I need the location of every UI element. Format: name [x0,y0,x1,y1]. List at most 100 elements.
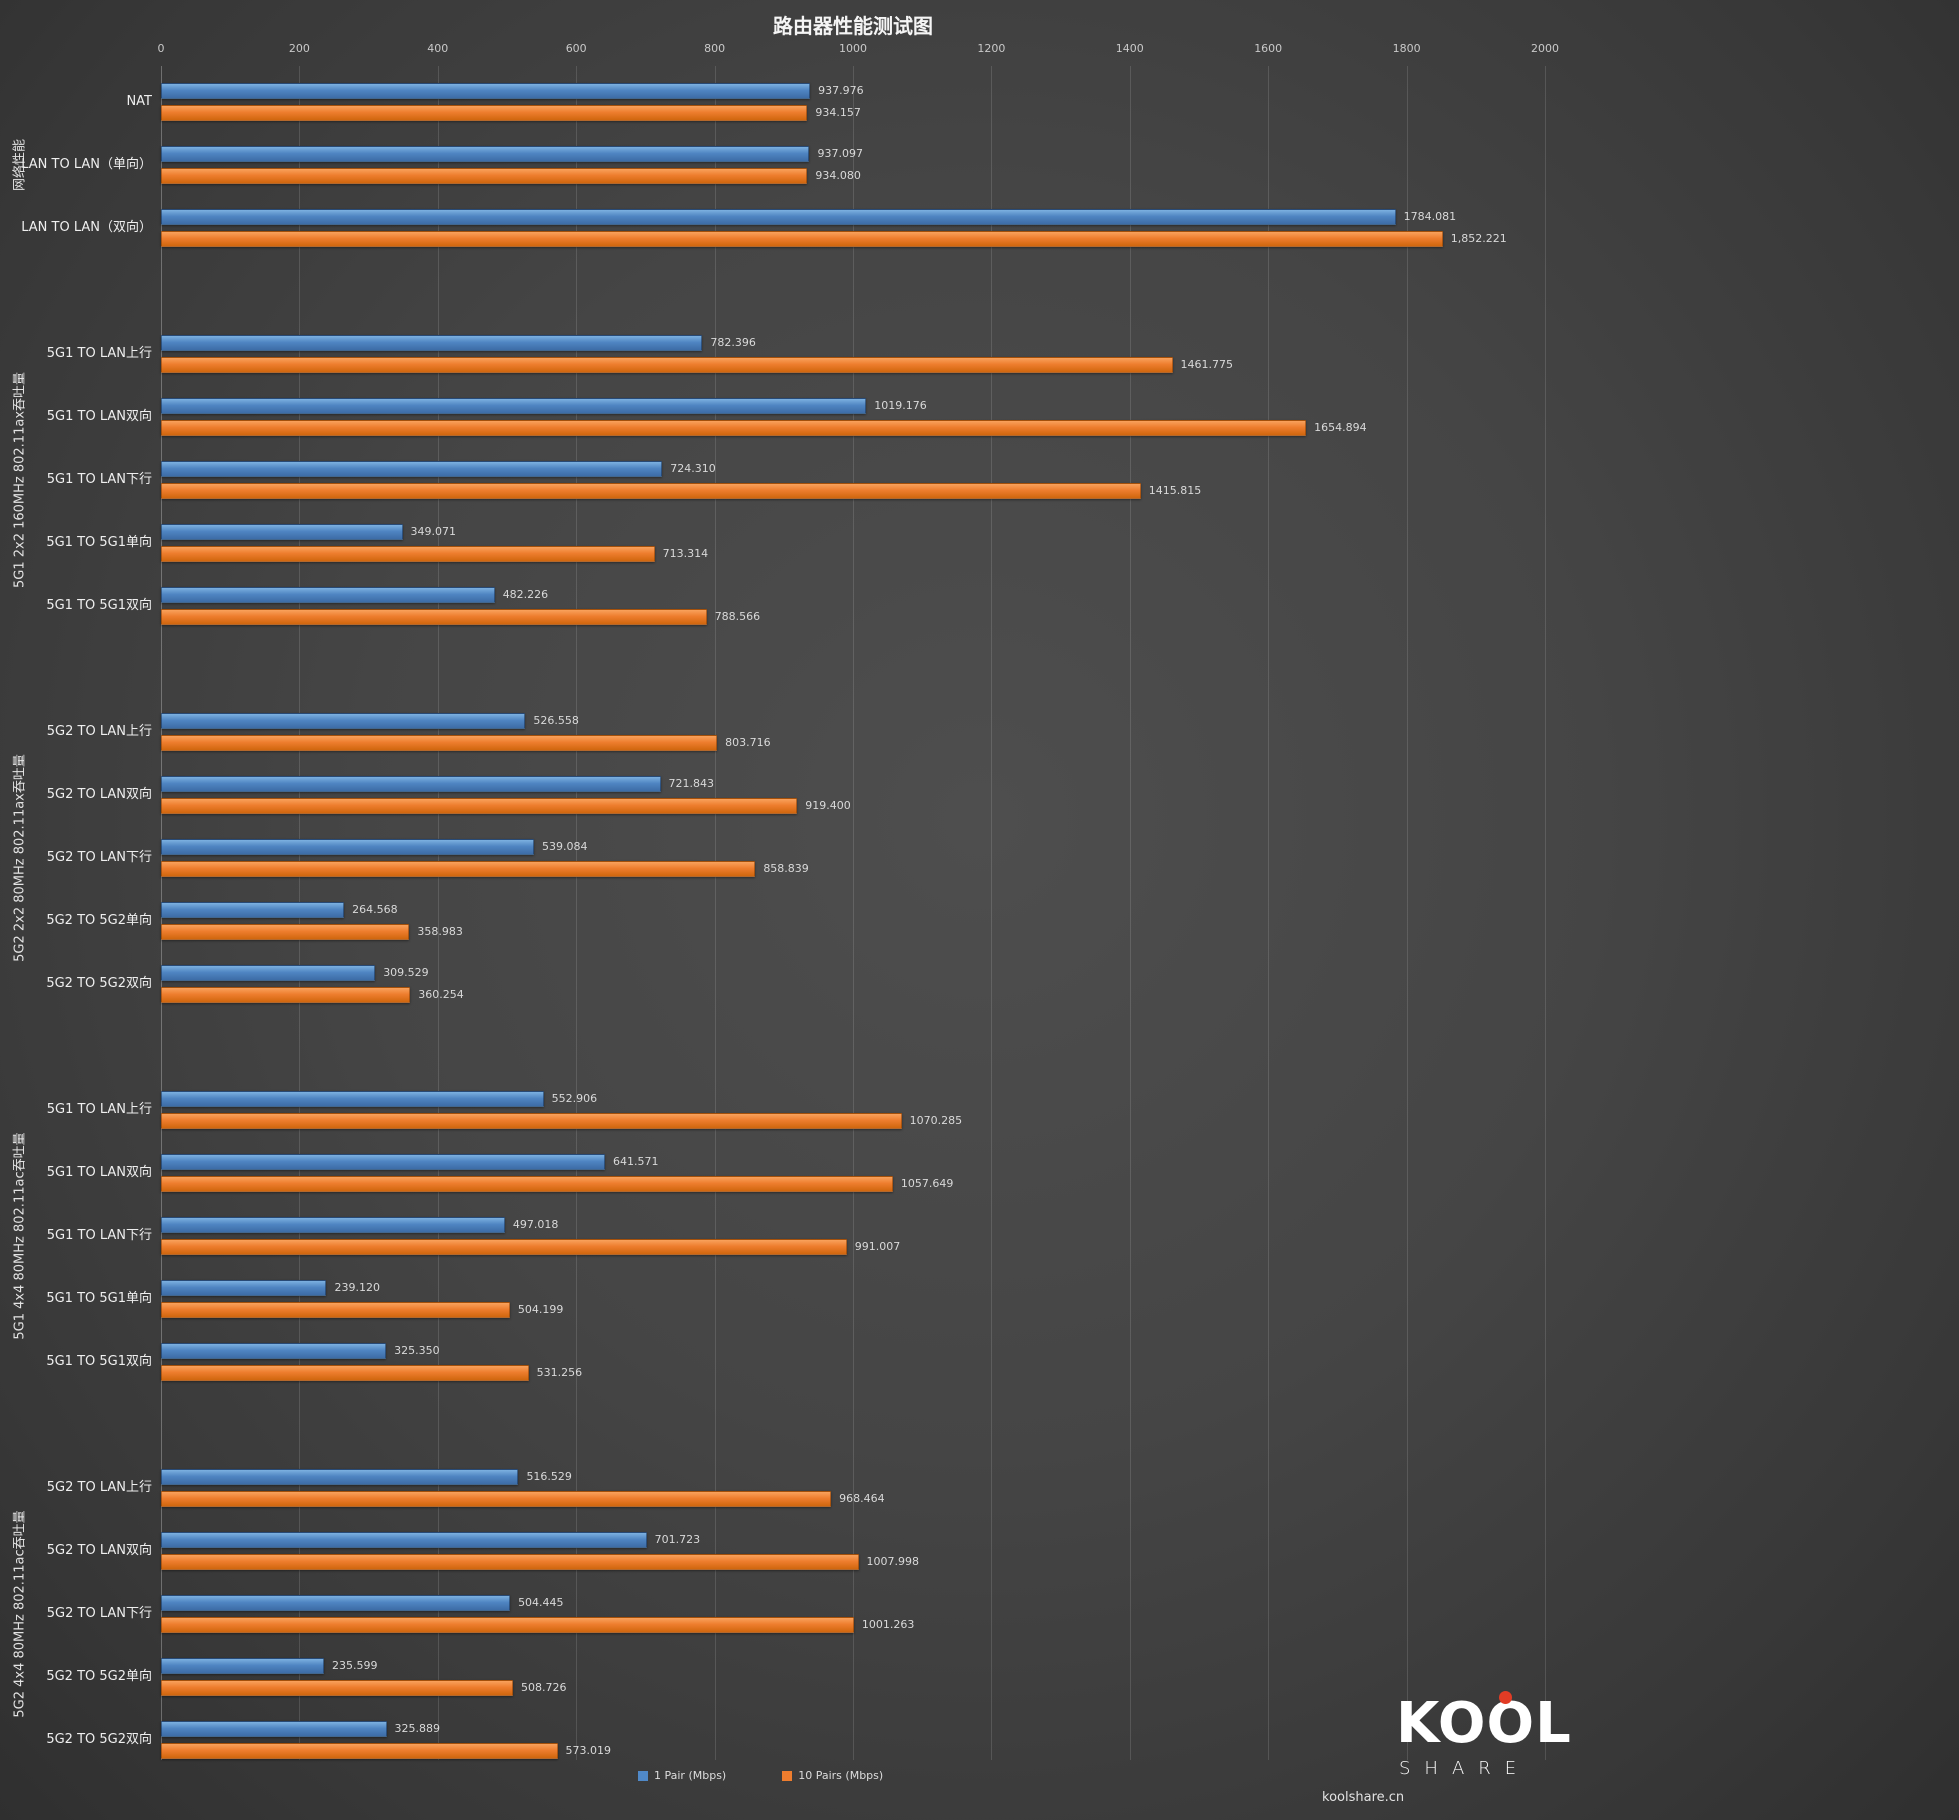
category-label: LAN TO LAN（单向） [21,157,152,172]
bar-1pair [161,461,663,477]
bar-10pairs [161,987,411,1003]
value-label-1pair: 309.529 [383,966,429,979]
value-label-1pair: 1019.176 [874,399,927,412]
watermark-site-text: koolshare.cn [1322,1790,1405,1805]
value-label-10pairs: 858.839 [763,862,809,875]
category-label: 5G1 TO 5G1双向 [46,1354,152,1369]
gridline [1406,66,1408,1760]
bar-1pair [161,1532,647,1548]
value-label-1pair: 641.571 [612,1155,659,1168]
category-label: 5G1 TO 5G1单向 [46,535,152,550]
value-label-1pair: 235.599 [332,1659,378,1672]
bar-1pair [161,524,403,540]
bar-1pair [161,335,703,351]
bar-1pair [161,146,810,162]
category-label: 5G2 TO LAN双向 [46,1543,152,1558]
value-label-10pairs: 1654.894 [1314,421,1367,434]
value-label-10pairs: 713.314 [662,547,709,560]
bar-10pairs [161,1113,902,1129]
category-label: 5G2 TO LAN上行 [46,724,152,739]
value-label-1pair: 325.350 [394,1344,440,1357]
bar-1pair [161,1721,387,1737]
value-label-1pair: 721.843 [668,777,715,790]
value-label-1pair: 552.906 [551,1092,598,1105]
value-label-1pair: 701.723 [654,1533,701,1546]
bar-10pairs [161,483,1141,499]
gridline [437,66,439,1760]
bar-10pairs [161,1176,893,1192]
legend-item-10pairs: 10 Pairs (Mbps) [782,1769,883,1782]
gridline [853,66,854,1760]
bar-10pairs [161,420,1307,436]
value-label-10pairs: 1070.285 [909,1114,963,1127]
bar-1pair [161,587,495,603]
x-axis-tick-label: 1400 [1115,42,1144,55]
bar-10pairs [161,798,798,814]
value-label-10pairs: 504.199 [517,1303,564,1316]
bar-1pair [161,776,661,792]
koolshare-logo-red-dot-icon [1499,1691,1512,1704]
x-axis-tick-label: 600 [565,42,587,55]
legend-item-1pair: 1 Pair (Mbps) [638,1769,726,1782]
gridline [991,66,993,1760]
value-label-10pairs: 531.256 [536,1366,583,1379]
x-axis-tick-label: 1000 [839,42,867,55]
bar-1pair [161,1595,511,1611]
bar-10pairs [161,1680,514,1696]
value-label-1pair: 1784.081 [1403,210,1457,223]
x-axis-tick-label: 200 [288,42,310,55]
value-label-10pairs: 1461.775 [1180,358,1234,371]
value-label-10pairs: 1001.263 [861,1618,915,1631]
value-label-10pairs: 1007.998 [866,1555,920,1568]
category-label: 5G2 TO 5G2单向 [46,1669,152,1684]
bar-10pairs [161,1365,529,1381]
category-label: 5G1 TO LAN双向 [46,1165,152,1180]
x-axis-tick-label: 2000 [1531,42,1559,55]
value-label-1pair: 264.568 [352,903,398,916]
gridline [1129,66,1131,1760]
x-axis-tick-label: 800 [704,42,726,55]
bar-10pairs [161,1302,510,1318]
value-label-1pair: 539.084 [542,840,588,853]
category-label: LAN TO LAN（双向） [21,220,152,235]
koolshare-logo-kool-text: KOOL [1396,1691,1572,1756]
bar-10pairs [161,924,410,940]
value-label-10pairs: 508.726 [521,1681,567,1694]
value-label-10pairs: 360.254 [418,988,464,1001]
bar-10pairs [161,1743,558,1759]
category-label: 5G2 TO LAN下行 [46,850,152,865]
category-label: NAT [126,94,152,109]
category-label: 5G1 TO LAN上行 [46,1102,152,1117]
bar-1pair [161,1469,519,1485]
bar-10pairs [161,357,1173,373]
value-label-1pair: 504.445 [518,1596,564,1609]
bar-1pair [161,398,867,414]
category-label: 5G2 TO LAN下行 [46,1606,152,1621]
bar-10pairs [161,1491,832,1507]
gridline [714,66,716,1760]
value-label-1pair: 782.396 [710,336,756,349]
bar-1pair [161,1154,605,1170]
x-axis-tick-label: 1200 [977,42,1006,55]
bar-10pairs [161,546,655,562]
value-label-1pair: 497.018 [512,1218,559,1231]
legend-swatch-10pairs-icon [782,1770,793,1781]
value-label-10pairs: 934.080 [815,169,861,182]
value-label-1pair: 526.558 [533,714,579,727]
bar-1pair [161,1658,325,1674]
category-label: 5G2 TO 5G2双向 [46,1732,152,1747]
bar-1pair [161,1217,505,1233]
value-label-10pairs: 934.157 [815,106,861,119]
legend-label-1pair: 1 Pair (Mbps) [654,1769,727,1782]
value-label-10pairs: 788.566 [714,610,761,623]
bar-10pairs [161,1617,854,1633]
bar-10pairs [161,735,718,751]
koolshare-logo-kool: KOOL [1396,1691,1576,1752]
value-label-10pairs: 573.019 [565,1744,612,1757]
x-axis-tick-label: 400 [427,42,449,55]
bar-1pair [161,1343,387,1359]
value-label-10pairs: 968.464 [839,1492,885,1505]
koolshare-logo: KOOL SHARE [1396,1691,1576,1779]
value-label-1pair: 482.226 [502,588,549,601]
value-label-10pairs: 1,852.221 [1450,232,1507,245]
